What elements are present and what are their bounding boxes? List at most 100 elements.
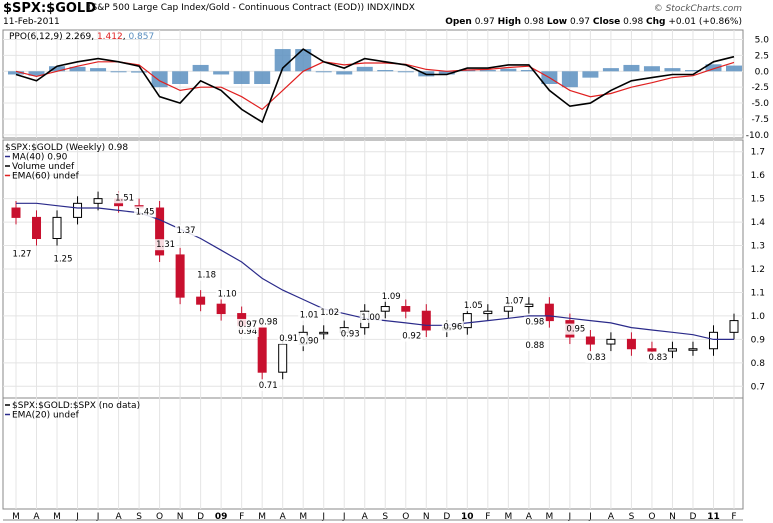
price-candle-body: [667, 348, 677, 352]
price-y-tick-label: 0.8: [751, 359, 766, 369]
ppo-histogram-bar: [438, 71, 455, 75]
x-tick-label: M: [258, 512, 266, 522]
chg-value: +0.01 (+0.86%): [668, 17, 742, 27]
x-tick-label: A: [115, 512, 122, 522]
bottom-legend-ema: EMA(20) undef: [12, 411, 80, 421]
ppo-histogram-bar: [151, 71, 168, 88]
price-annotation: 1.01: [300, 311, 319, 321]
chart-date: 11-Feb-2011: [3, 17, 60, 27]
x-tick-label: J: [568, 512, 572, 522]
x-tick-label: O: [156, 512, 163, 522]
ppo-histogram-bar: [684, 70, 701, 72]
ppo-histogram-bar: [643, 66, 660, 72]
price-y-tick-label: 1.6: [751, 171, 766, 181]
ppo-legend-sep: ,: [123, 32, 129, 42]
price-annotation: 0.93: [341, 329, 360, 339]
x-tick-label: D: [690, 512, 697, 522]
x-tick-label: N: [177, 512, 184, 522]
ppo-legend-value: 2.269,: [65, 32, 97, 42]
ppo-histogram-bar: [397, 71, 414, 73]
price-candle-body: [421, 310, 431, 331]
ppo-histogram-bar: [336, 71, 353, 75]
price-candle-body: [647, 348, 657, 352]
price-candle-body: [585, 336, 595, 345]
price-y-tick-label: 1.1: [751, 288, 765, 298]
ppo-y-tick-label: -5.0: [751, 99, 769, 109]
price-annotation: 0.98: [525, 318, 544, 328]
price-candle-body: [73, 202, 83, 218]
quote-summary: Open 0.97 High 0.98 Low 0.97 Close 0.98 …: [445, 17, 742, 27]
ppo-line: [15, 48, 735, 124]
price-annotation: 0.91: [279, 334, 298, 344]
annotation-bg: [523, 340, 546, 352]
ppo-histogram-bar: [705, 64, 722, 72]
x-tick-label: J: [75, 512, 79, 522]
price-candle-body: [401, 306, 411, 312]
price-annotation: 1.25: [54, 254, 73, 264]
price-annotation: 1.05: [464, 301, 483, 311]
price-annotation: 1.31: [156, 240, 175, 250]
annotation-bg: [462, 300, 485, 312]
annotation-bg: [400, 330, 423, 342]
ppo-legend: PPO(6,12,9) 2.269, 1.412, 0.857: [9, 32, 154, 42]
price-y-tick-label: 0.9: [751, 335, 766, 345]
ppo-signal-line: [15, 61, 735, 111]
price-candle-body: [544, 303, 554, 322]
ppo-histogram-bar: [664, 68, 681, 72]
x-tick-label: J: [588, 512, 592, 522]
price-y-tick-label: 1.0: [751, 312, 766, 322]
price-candle-body: [155, 207, 165, 256]
price-candle-body: [32, 216, 42, 240]
chart-description: (S&P 500 Large Cap Index/Gold - Continuo…: [88, 3, 415, 13]
price-annotation: 0.90: [300, 336, 319, 346]
ppo-legend-name: PPO(6,12,9): [9, 32, 65, 42]
open-label: Open: [445, 17, 472, 27]
price-y-tick-label: 0.7: [751, 382, 765, 392]
price-annotation: 0.92: [402, 332, 421, 342]
ppo-histogram-bar: [254, 71, 271, 84]
panel-frame-1: [2, 29, 744, 139]
price-legend-ma: MA(40) 0.90: [12, 153, 68, 163]
ppo-legend-hist: 0.857: [128, 32, 154, 42]
x-tick-label: O: [648, 512, 655, 522]
ppo-histogram-bar: [726, 65, 742, 72]
ppo-histogram-bar: [213, 71, 230, 75]
price-annotation: 0.98: [259, 318, 278, 328]
ppo-histogram-bar: [561, 71, 578, 88]
price-candle-body: [93, 198, 103, 204]
x-tick-label: A: [33, 512, 40, 522]
price-annotation: 1.02: [320, 308, 339, 318]
price-y-tick-label: 1.4: [751, 218, 766, 228]
price-annotation: 1.51: [115, 193, 134, 203]
ppo-histogram-bar: [500, 68, 517, 72]
annotation-bg: [113, 192, 136, 204]
ppo-histogram-bar: [28, 71, 45, 76]
price-annotation: 1.09: [382, 292, 401, 302]
price-candle-body: [729, 320, 739, 333]
price-annotation: 1.27: [13, 250, 32, 260]
price-annotation: 0.88: [525, 341, 544, 351]
ppo-histogram-bar: [90, 68, 107, 72]
annotation-bg: [195, 269, 218, 281]
x-tick-label: A: [362, 512, 369, 522]
x-tick-label: M: [504, 512, 512, 522]
x-tick-label: A: [526, 512, 533, 522]
ppo-histogram-bar: [274, 49, 291, 72]
ppo-histogram-bar: [192, 64, 209, 72]
annotation-bg: [257, 379, 280, 391]
ppo-histogram-bar: [623, 64, 640, 72]
price-annotation: 1.18: [197, 271, 216, 281]
ppo-histogram-bar: [377, 70, 394, 72]
ppo-histogram-bar: [131, 71, 148, 73]
x-tick-label: 09: [215, 512, 228, 522]
annotation-bg: [236, 318, 259, 330]
price-candle-body: [196, 296, 206, 305]
annotation-bg: [298, 335, 321, 347]
price-annotation: 1.00: [361, 313, 380, 323]
ppo-histogram-bar: [69, 66, 86, 72]
price-annotation: 1.07: [505, 296, 524, 306]
x-tick-label: J: [321, 512, 325, 522]
ppo-histogram-bar: [315, 71, 332, 73]
ppo-histogram-bar: [172, 71, 189, 84]
price-annotation: 0.96: [443, 322, 462, 332]
